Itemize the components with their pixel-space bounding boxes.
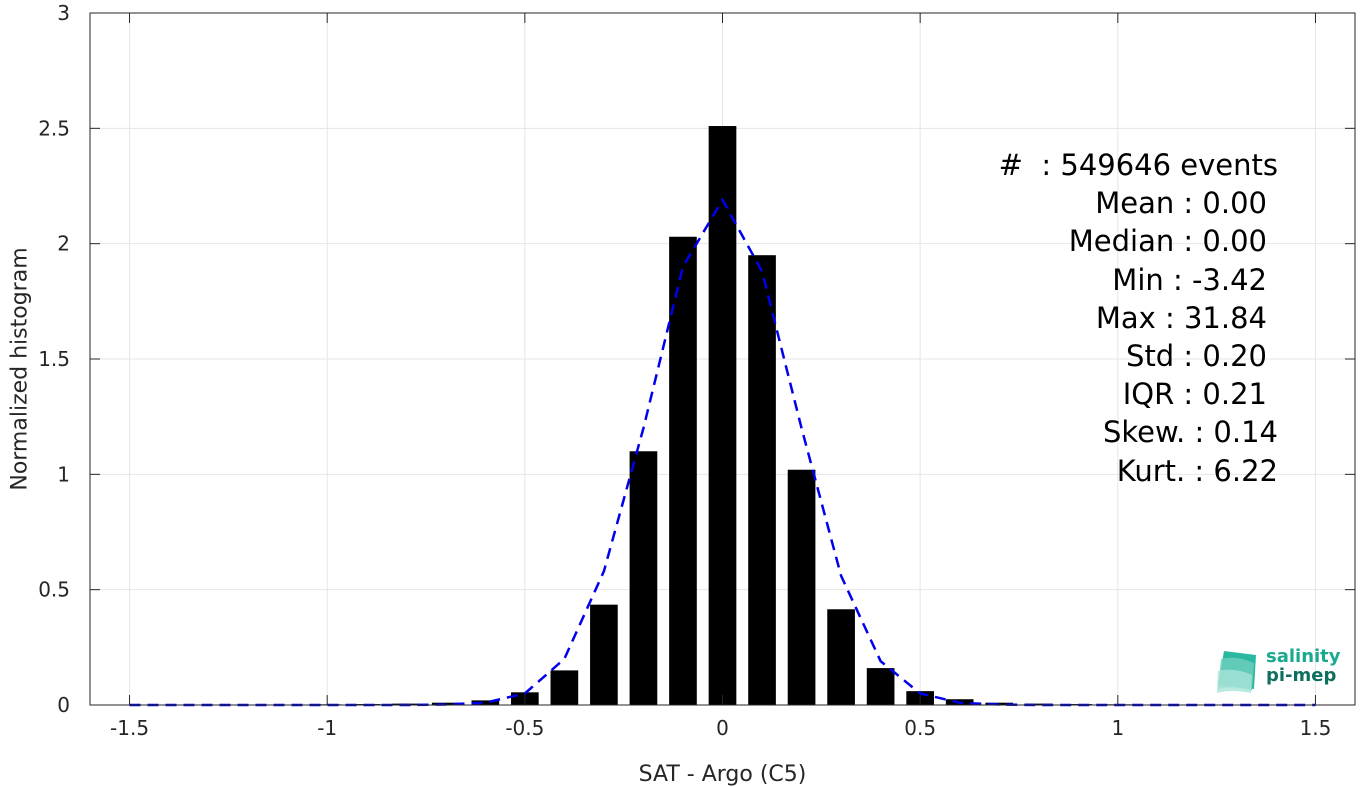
y-tick-label: 0 [57,693,70,717]
logo-text: salinity pi-mep [1266,647,1341,685]
stat-max: Max : 31.84 [1095,300,1267,335]
stat-iqr: IQR : 0.21 [1122,377,1267,412]
stat-kurt: Kurt. : 6.22 [1116,453,1278,488]
histogram-bar [669,236,697,705]
histogram-bar [550,670,579,705]
histogram-bars [115,126,1330,706]
histogram-bar [748,255,776,705]
x-tick-label: 0.5 [904,716,936,740]
logo-line1: salinity [1266,646,1341,667]
y-tick-label: 3 [57,1,70,25]
statistics-box: # : 549646 events Mean : 0.00 Median : 0… [999,146,1278,490]
stat-events: # : 549646 events [998,148,1278,182]
y-tick-label: 2 [57,232,70,256]
axis-ticks: -1.5 -1 -0.5 0 0.5 1 1.5 0 0.5 1 1.5 2 2.5 3 [38,1,1355,740]
histogram-bar [590,604,618,705]
y-tick-label: 0.5 [38,578,70,602]
histogram-bar [471,700,500,705]
y-axis-label: Normalized histogram [8,247,33,490]
x-tick-label: -1 [317,716,337,740]
x-tick-label: 0 [716,716,729,740]
salinity-pi-mep-logo [1217,651,1256,693]
logo-line2: pi-mep [1266,665,1337,686]
stat-skew: Skew. : 0.14 [1102,415,1278,450]
y-tick-label: 1 [57,462,70,486]
stat-std: Std : 0.20 [1126,339,1267,374]
stat-min: Min : -3.42 [1112,262,1267,297]
x-tick-label: 1.5 [1300,716,1332,740]
stat-mean: Mean : 0.00 [1095,186,1267,221]
x-tick-label: 1 [1111,716,1124,740]
histogram-bar [866,668,895,705]
x-tick-label: -1.5 [110,716,149,740]
x-axis-label: SAT - Argo (C5) [639,762,807,787]
x-tick-label: -0.5 [505,716,544,740]
histogram-bar [1024,703,1053,705]
histogram-bar [787,469,816,705]
stat-median: Median : 0.00 [1068,224,1267,259]
y-tick-label: 2.5 [38,116,70,140]
histogram-bar [629,451,658,705]
histogram-bar [708,126,737,705]
y-tick-label: 1.5 [38,347,70,371]
histogram-bar [827,609,855,705]
